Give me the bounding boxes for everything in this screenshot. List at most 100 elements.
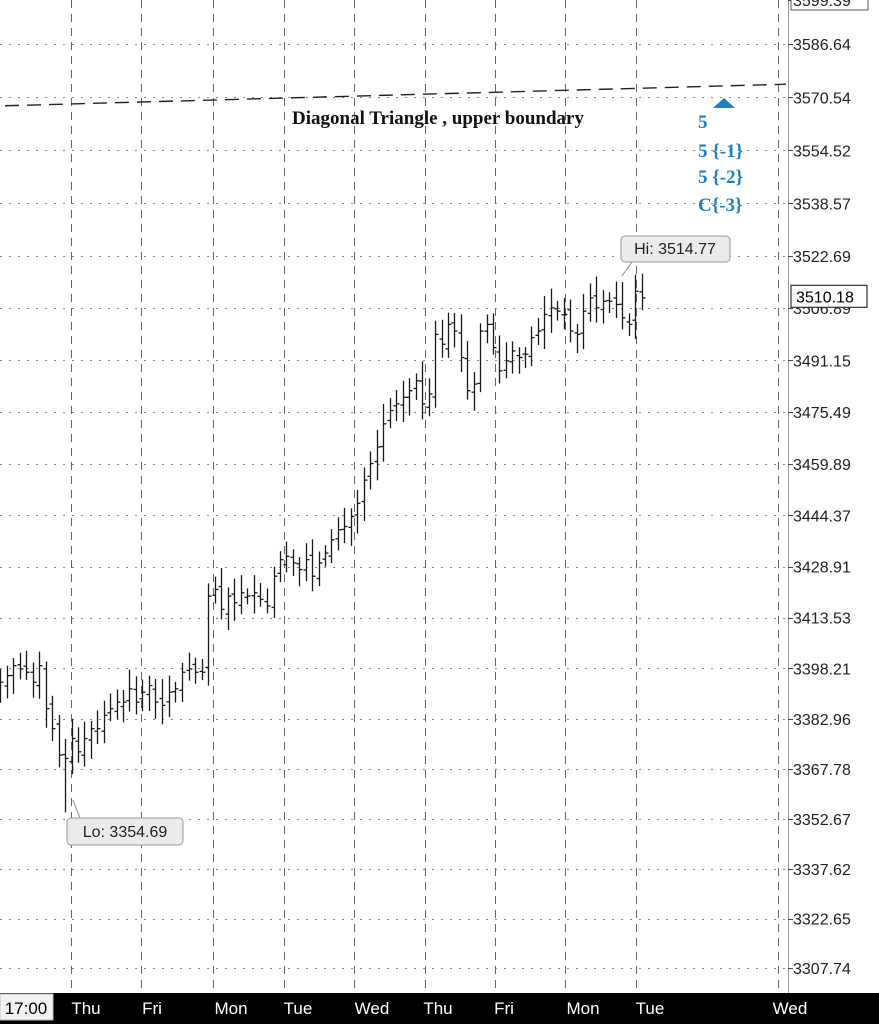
ohlc-bar bbox=[432, 320, 439, 408]
ohlc-bar bbox=[231, 578, 238, 621]
time-axis-label: Wed bbox=[773, 999, 808, 1018]
price-axis-label: 3554.52 bbox=[793, 143, 851, 160]
ohlc-bar bbox=[126, 669, 133, 712]
time-axis-label: Fri bbox=[494, 999, 514, 1018]
hi-callout-label: Hi: 3514.77 bbox=[634, 241, 716, 258]
time-axis-label: Mon bbox=[214, 999, 247, 1018]
ohlc-bar bbox=[496, 335, 503, 384]
wave-label: 5 {-2} bbox=[698, 167, 743, 188]
last-price-label: 3510.18 bbox=[796, 289, 854, 306]
ohlc-bar bbox=[172, 681, 179, 703]
time-axis-label: Wed bbox=[355, 999, 390, 1018]
ohlc-bar bbox=[309, 539, 316, 592]
ohlc-bar bbox=[290, 549, 297, 576]
ohlc-bar bbox=[574, 324, 581, 354]
ohlc-bar bbox=[36, 651, 43, 699]
ohlc-bar bbox=[225, 587, 232, 631]
hi-callout-pointer bbox=[621, 261, 633, 277]
ohlc-bar bbox=[94, 710, 101, 745]
lo-callout-pointer bbox=[72, 799, 81, 819]
ohlc-bar bbox=[192, 657, 199, 684]
ohlc-bar bbox=[328, 529, 335, 564]
hi-callout-box bbox=[620, 235, 731, 263]
ohlc-bar bbox=[458, 314, 465, 373]
ohlc-bar bbox=[567, 299, 574, 343]
ohlc-bar bbox=[238, 575, 245, 615]
ohlc-bar bbox=[30, 662, 37, 698]
price-axis-label: 3459.89 bbox=[793, 457, 851, 474]
ohlc-bar bbox=[107, 693, 114, 722]
ohlc-bar bbox=[133, 676, 140, 715]
ohlc-bar bbox=[23, 650, 30, 680]
annotation-text: Diagonal Triangle , upper boundary bbox=[292, 108, 584, 129]
price-axis-label: 3367.78 bbox=[793, 762, 851, 779]
ohlc-bar bbox=[419, 361, 426, 420]
ohlc-bar bbox=[477, 323, 484, 393]
ohlc-bar bbox=[139, 679, 146, 712]
price-axis-label: 3382.96 bbox=[793, 712, 851, 729]
ohlc-bar bbox=[600, 290, 607, 324]
ohlc-bar bbox=[17, 652, 24, 680]
ohlc-bar bbox=[49, 695, 56, 742]
ohlc-bar bbox=[439, 319, 446, 358]
ohlc-bar bbox=[146, 675, 153, 711]
ohlc-bar bbox=[490, 313, 497, 355]
ohlc-bar bbox=[354, 490, 361, 534]
lo-callout-label: Lo: 3354.69 bbox=[83, 824, 168, 841]
time-axis-label: Fri bbox=[142, 999, 162, 1018]
price-axis-label: 3337.62 bbox=[793, 862, 851, 879]
wave-label: C{-3} bbox=[698, 195, 743, 216]
ohlc-bar bbox=[81, 721, 88, 767]
ohlc-bar bbox=[62, 739, 69, 813]
ohlc-bar bbox=[296, 557, 303, 587]
ohlc-bar bbox=[548, 288, 555, 333]
ohlc-bar bbox=[606, 292, 613, 314]
ohlc-bar bbox=[244, 588, 251, 605]
ohlc-bar bbox=[159, 679, 166, 725]
ohlc-bar bbox=[593, 276, 600, 323]
lo-callout-box bbox=[66, 817, 184, 846]
ohlc-bar bbox=[322, 545, 329, 567]
ohlc-bar bbox=[374, 429, 381, 481]
ohlc-bar bbox=[471, 371, 478, 411]
ohlc-bar bbox=[541, 296, 548, 349]
ohlc-bar bbox=[0, 669, 4, 703]
time-axis-label: Thu bbox=[423, 999, 452, 1018]
ohlc-bar bbox=[264, 588, 271, 614]
ohlc-bar bbox=[387, 398, 394, 429]
ohlc-bar bbox=[516, 347, 523, 374]
ohlc-bar bbox=[406, 378, 413, 416]
ohlc-bar bbox=[580, 294, 587, 350]
price-axis-label: 3599.39 bbox=[793, 0, 851, 10]
wave-marker-icon bbox=[713, 98, 735, 108]
price-axis-label: 3491.15 bbox=[793, 353, 851, 370]
ohlc-bar bbox=[335, 517, 342, 551]
ohlc-bar bbox=[257, 583, 264, 607]
ohlc-bar bbox=[484, 314, 491, 344]
time-axis-label: Mon bbox=[566, 999, 599, 1018]
price-axis-label: 3428.91 bbox=[793, 560, 851, 577]
ohlc-bar bbox=[152, 678, 159, 719]
ohlc-bar bbox=[179, 662, 186, 703]
last-price-box bbox=[790, 284, 868, 308]
ohlc-bar bbox=[367, 451, 374, 490]
price-axis-label: 3322.65 bbox=[793, 912, 851, 929]
ohlc-bar bbox=[619, 282, 626, 330]
ohlc-bar bbox=[528, 326, 535, 367]
price-axis-top-box bbox=[790, 0, 869, 11]
ohlc-bar bbox=[380, 404, 387, 462]
ohlc-bar bbox=[509, 341, 516, 374]
ohlc-bar bbox=[613, 281, 620, 319]
ohlc-bar bbox=[426, 378, 433, 417]
ohlc-bars bbox=[0, 273, 646, 813]
time-axis-start-box bbox=[0, 993, 54, 1021]
ohlc-bar bbox=[632, 274, 639, 340]
ohlc-bar bbox=[212, 576, 219, 604]
ohlc-bar bbox=[348, 508, 355, 546]
ohlc-bar bbox=[464, 340, 471, 400]
price-axis-label: 3413.53 bbox=[793, 611, 851, 628]
ohlc-bar bbox=[503, 342, 510, 379]
wave-label: 5 bbox=[698, 112, 708, 133]
